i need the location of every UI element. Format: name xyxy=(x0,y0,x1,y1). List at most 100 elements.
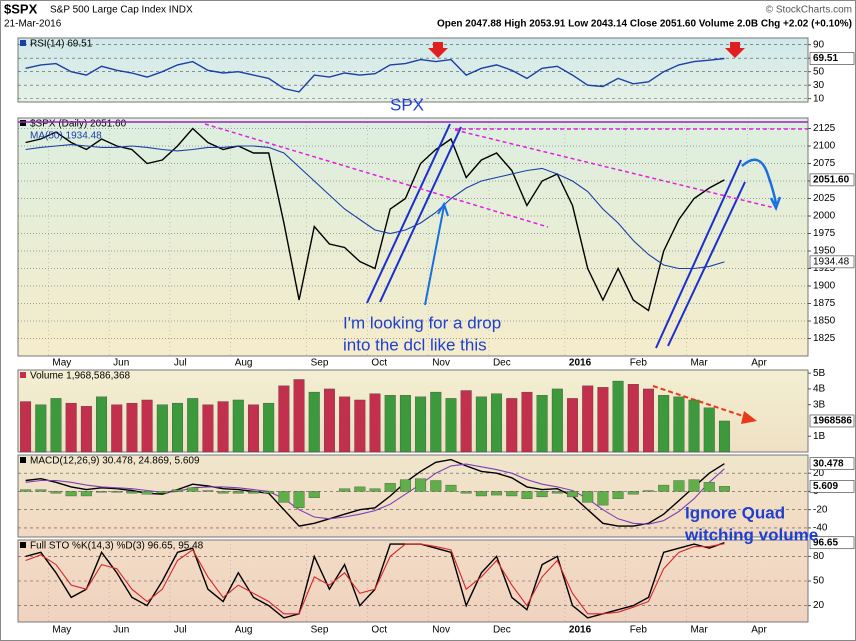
bar xyxy=(35,489,47,492)
bar xyxy=(506,398,518,453)
channel-line xyxy=(366,123,451,304)
y-tick-label: 2075 xyxy=(813,158,836,169)
bar xyxy=(293,491,305,508)
annotation: into the dcl like this xyxy=(343,335,487,354)
annotation: SPX xyxy=(390,95,424,114)
bar xyxy=(506,491,518,497)
x-tick-label: Apr xyxy=(751,358,767,369)
series-line xyxy=(25,543,725,615)
bar xyxy=(445,398,457,453)
bar xyxy=(627,491,639,495)
bar xyxy=(308,491,320,498)
bar xyxy=(111,491,123,493)
x-tick-label: Nov xyxy=(432,358,450,369)
bar xyxy=(217,491,229,494)
legend-entry: MA(50) 1934.48 xyxy=(30,131,102,142)
y-tick-label: 1825 xyxy=(813,333,836,344)
value-tag-box xyxy=(809,414,855,428)
bar xyxy=(96,491,108,493)
bar xyxy=(567,491,578,498)
annotation: witching volume xyxy=(684,525,818,544)
bar xyxy=(491,491,503,496)
channel-line xyxy=(379,126,462,303)
bar xyxy=(156,404,168,453)
y-tick-label: 1900 xyxy=(813,281,836,292)
bar xyxy=(50,398,62,453)
value-tag: 96.65 xyxy=(813,537,838,548)
y-tick-label: 3B xyxy=(813,399,826,410)
x-tick-label: Apr xyxy=(751,625,767,636)
y-tick-label: 4B xyxy=(813,384,826,395)
channel-line xyxy=(667,181,746,347)
y-tick-label: 5B xyxy=(813,368,826,379)
signal-arrow xyxy=(725,42,745,58)
trend-line xyxy=(454,129,776,209)
x-tick-label: Oct xyxy=(371,625,387,636)
y-tick-label: -40 xyxy=(813,523,828,534)
bar xyxy=(126,491,138,494)
pointer-arrow xyxy=(424,205,445,306)
bar xyxy=(718,486,730,492)
bar xyxy=(460,491,472,494)
panel-title: RSI(14) 69.51 xyxy=(30,39,93,50)
x-tick-label: Mar xyxy=(690,358,708,369)
bar xyxy=(627,384,639,453)
bar xyxy=(232,399,244,453)
bar xyxy=(339,488,351,492)
x-tick-label: Mar xyxy=(690,625,708,636)
bar xyxy=(65,402,77,453)
x-tick-label: Jul xyxy=(174,625,187,636)
panel-title: $SPX (Daily) 2051.60 xyxy=(30,119,127,130)
x-tick-label: Nov xyxy=(432,625,450,636)
y-tick-label: 90 xyxy=(813,39,825,50)
y-tick-label: 2125 xyxy=(813,123,836,134)
bar xyxy=(597,491,609,506)
credit: © StockCharts.com xyxy=(766,5,852,16)
bar xyxy=(643,388,654,453)
bar xyxy=(126,402,138,453)
y-tick-label: 1925 xyxy=(813,263,836,274)
x-tick-label: Dec xyxy=(493,625,511,636)
bar xyxy=(80,406,92,453)
value-tag-box xyxy=(809,255,855,269)
annotation: I'm looking for a drop xyxy=(343,313,501,332)
x-tick-label: Feb xyxy=(630,358,648,369)
y-tick-label: 30 xyxy=(813,80,825,91)
bar xyxy=(263,402,275,453)
x-tick-label: Sep xyxy=(311,625,329,636)
value-tag: 69.51 xyxy=(813,53,838,64)
bar xyxy=(187,398,199,453)
value-tag-box xyxy=(809,173,855,187)
bar xyxy=(278,385,290,453)
value-tag: 5.609 xyxy=(813,481,838,492)
bar xyxy=(612,380,624,453)
bar xyxy=(20,401,32,453)
y-tick-label: 2100 xyxy=(813,141,836,152)
trend-line xyxy=(204,123,549,228)
x-tick-label: Jul xyxy=(174,358,187,369)
y-tick-label: 10 xyxy=(813,93,825,104)
x-tick-label: Jun xyxy=(113,625,129,636)
bar xyxy=(20,489,32,492)
value-tag-box xyxy=(809,536,855,550)
panel-background xyxy=(17,117,809,357)
bar xyxy=(430,391,442,453)
bar xyxy=(430,480,442,492)
bar xyxy=(475,491,487,497)
bar xyxy=(475,396,487,453)
bar xyxy=(354,399,366,453)
x-tick-label: 2016 xyxy=(569,358,592,369)
bar xyxy=(582,385,594,453)
arrow-head xyxy=(741,411,757,424)
x-tick-label: Jun xyxy=(113,358,129,369)
y-tick-label: 1950 xyxy=(813,246,836,257)
panel-background xyxy=(17,539,809,623)
value-tag: 1934.48 xyxy=(813,257,850,268)
forecast-curve xyxy=(741,158,778,205)
x-tick-label: Dec xyxy=(493,358,511,369)
bar xyxy=(308,391,320,453)
bar xyxy=(551,388,563,453)
bar xyxy=(551,491,563,494)
